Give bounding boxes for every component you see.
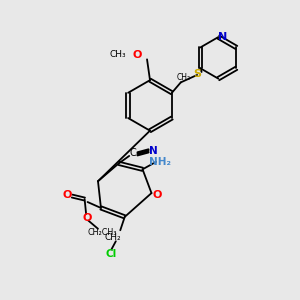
Text: C: C — [129, 148, 136, 158]
Text: O: O — [63, 190, 72, 200]
Text: N: N — [149, 146, 158, 156]
Text: CH₂: CH₂ — [104, 233, 121, 242]
Text: O: O — [82, 213, 92, 224]
Text: O: O — [152, 190, 161, 200]
Text: CH₂CH₃: CH₂CH₃ — [88, 228, 117, 237]
Text: Cl: Cl — [105, 249, 116, 259]
Text: CH₃: CH₃ — [109, 50, 126, 59]
Text: CH₂: CH₂ — [177, 73, 191, 82]
Text: S: S — [194, 69, 202, 80]
Text: N: N — [218, 32, 227, 42]
Text: NH₂: NH₂ — [149, 157, 171, 167]
Text: O: O — [133, 50, 142, 60]
